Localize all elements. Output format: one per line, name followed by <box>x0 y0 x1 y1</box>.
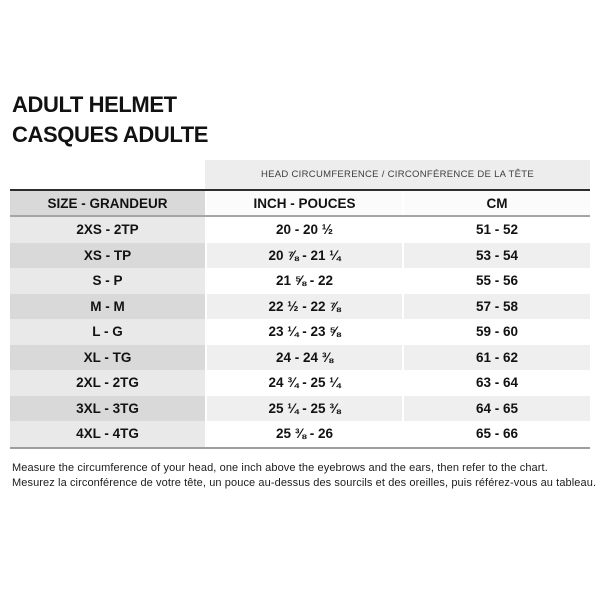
size-cell: XS - TP <box>10 242 205 268</box>
cm-cell: 51 - 52 <box>402 217 590 243</box>
page-title-fr: CASQUES ADULTE <box>12 122 209 147</box>
cm-cell: 64 - 65 <box>402 395 590 421</box>
cm-cell: 59 - 60 <box>402 319 590 345</box>
cm-cell: 65 - 66 <box>402 421 590 447</box>
size-table: HEAD CIRCUMFERENCE / CIRCONFÉRENCE DE LA… <box>10 160 590 449</box>
footnote: Measure the circumference of your head, … <box>12 461 596 490</box>
table-row: M - M 22 ½ - 22 ⅞ 57 - 58 <box>10 293 590 319</box>
inch-cell: 25 ⅜ - 26 <box>205 421 402 447</box>
head-circumference-banner: HEAD CIRCUMFERENCE / CIRCONFÉRENCE DE LA… <box>205 160 590 189</box>
inch-cell: 23 ¼ - 23 ⅝ <box>205 319 402 345</box>
column-header-size: SIZE - GRANDEUR <box>10 191 205 215</box>
table-row: XS - TP 20 ⅞ - 21 ¼ 53 - 54 <box>10 242 590 268</box>
size-cell: 2XS - 2TP <box>10 217 205 243</box>
inch-cell: 20 ⅞ - 21 ¼ <box>205 242 402 268</box>
page-title: ADULT HELMET CASQUES ADULTE <box>12 90 208 150</box>
size-table-body: 2XS - 2TP 20 - 20 ½ 51 - 52 XS - TP 20 ⅞ - 2… <box>10 217 590 449</box>
page-title-en: ADULT HELMET <box>12 92 177 117</box>
inch-cell: 22 ½ - 22 ⅞ <box>205 293 402 319</box>
cm-cell: 57 - 58 <box>402 293 590 319</box>
size-cell: 2XL - 2TG <box>10 370 205 396</box>
table-header-row: SIZE - GRANDEUR INCH - POUCES CM <box>10 189 590 217</box>
cm-cell: 55 - 56 <box>402 268 590 294</box>
size-cell: XL - TG <box>10 344 205 370</box>
column-header-inch: INCH - POUCES <box>205 191 402 215</box>
table-row: 3XL - 3TG 25 ¼ - 25 ⅜ 64 - 65 <box>10 395 590 421</box>
inch-cell: 20 - 20 ½ <box>205 217 402 243</box>
table-row: 2XS - 2TP 20 - 20 ½ 51 - 52 <box>10 217 590 243</box>
size-cell: 4XL - 4TG <box>10 421 205 447</box>
table-row: S - P 21 ⅝ - 22 55 - 56 <box>10 268 590 294</box>
cm-cell: 61 - 62 <box>402 344 590 370</box>
inch-cell: 25 ¼ - 25 ⅜ <box>205 395 402 421</box>
size-cell: M - M <box>10 293 205 319</box>
table-row: L - G 23 ¼ - 23 ⅝ 59 - 60 <box>10 319 590 345</box>
size-cell: L - G <box>10 319 205 345</box>
table-banner-row: HEAD CIRCUMFERENCE / CIRCONFÉRENCE DE LA… <box>10 160 590 189</box>
size-cell: S - P <box>10 268 205 294</box>
column-header-cm: CM <box>402 191 590 215</box>
table-row: 2XL - 2TG 24 ¾ - 25 ¼ 63 - 64 <box>10 370 590 396</box>
table-row: 4XL - 4TG 25 ⅜ - 26 65 - 66 <box>10 421 590 447</box>
footnote-en: Measure the circumference of your head, … <box>12 462 548 474</box>
inch-cell: 24 - 24 ⅜ <box>205 344 402 370</box>
size-cell: 3XL - 3TG <box>10 395 205 421</box>
inch-cell: 21 ⅝ - 22 <box>205 268 402 294</box>
footnote-fr: Mesurez la circonférence de votre tête, … <box>12 476 597 489</box>
inch-cell: 24 ¾ - 25 ¼ <box>205 370 402 396</box>
table-row: XL - TG 24 - 24 ⅜ 61 - 62 <box>10 344 590 370</box>
banner-spacer <box>10 160 205 189</box>
cm-cell: 63 - 64 <box>402 370 590 396</box>
cm-cell: 53 - 54 <box>402 242 590 268</box>
